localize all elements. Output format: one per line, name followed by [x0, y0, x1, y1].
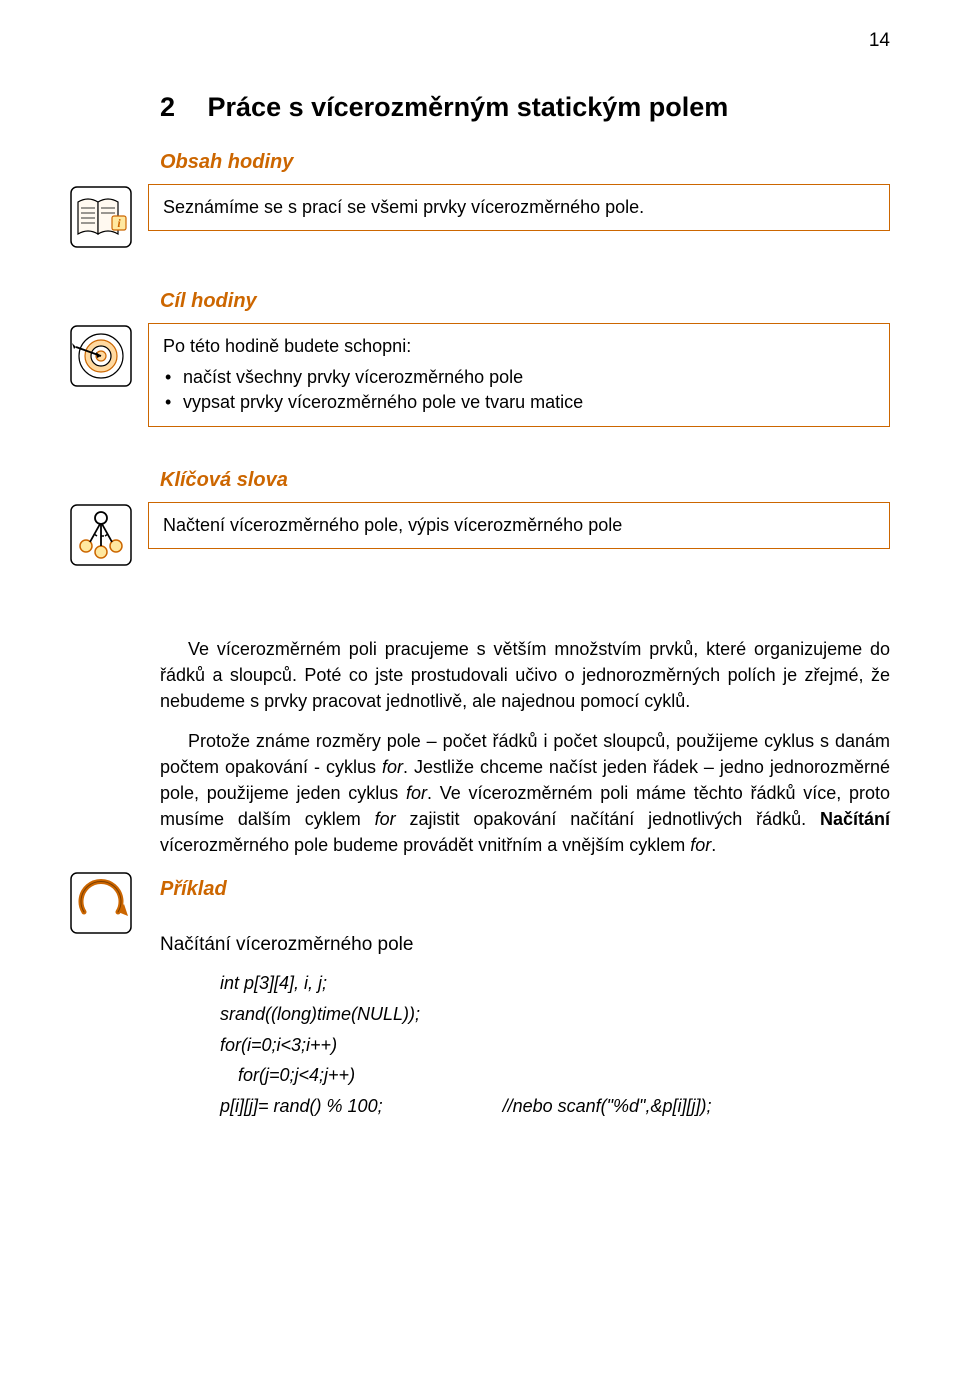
- section-label-obsah: Obsah hodiny: [70, 151, 890, 174]
- code-line: for(i=0;i<3;i++): [160, 1030, 890, 1061]
- example-section: Příklad: [70, 872, 890, 934]
- example-label: Příklad: [148, 878, 890, 901]
- p2-for3: for: [375, 809, 396, 829]
- section-obsah: i Seznámíme se s prací se všemi prvky ví…: [70, 184, 890, 248]
- target-icon: [70, 323, 148, 387]
- p2-bold: Načítání: [820, 809, 890, 829]
- chapter-title: Práce s vícerozměrným statickým polem: [208, 92, 729, 122]
- p2-d: zajistit opakování načítání jednotlivých…: [396, 809, 820, 829]
- cycle-arrow-icon: [70, 872, 148, 934]
- klicova-text: Načtení vícerozměrného pole, výpis vícer…: [163, 515, 622, 535]
- code-line: for(j=0;j<4;j++): [160, 1060, 890, 1091]
- content-box-cil: Po této hodině budete schopni: načíst vš…: [148, 323, 890, 427]
- example-title: Načítání vícerozměrného pole: [70, 934, 890, 956]
- p2-for2: for: [406, 783, 427, 803]
- code-line: srand((long)time(NULL));: [160, 999, 890, 1030]
- obsah-text: Seznámíme se s prací se všemi prvky více…: [163, 197, 644, 217]
- chapter-heading: 2 Práce s vícerozměrným statickým polem: [70, 92, 890, 123]
- content-box-obsah: Seznámíme se s prací se všemi prvky více…: [148, 184, 890, 231]
- section-label-cil: Cíl hodiny: [70, 290, 890, 313]
- list-item: vypsat prvky vícerozměrného pole ve tvar…: [183, 390, 875, 415]
- p2-for1: for: [382, 757, 403, 777]
- code-comment: //nebo scanf("%d",&p[i][j]);: [383, 1091, 890, 1122]
- p2-for4: for: [690, 835, 711, 855]
- code-line-last: p[i][j]= rand() % 100; //nebo scanf("%d"…: [160, 1091, 890, 1122]
- p2-f: .: [711, 835, 716, 855]
- code-line: int p[3][4], i, j;: [160, 968, 890, 999]
- p1-text: Ve vícerozměrném poli pracujeme s větším…: [160, 636, 890, 714]
- body-paragraph-1: Ve vícerozměrném poli pracujeme s větším…: [70, 636, 890, 714]
- p2-e: vícerozměrného pole budeme provádět vnit…: [160, 835, 690, 855]
- code-block: int p[3][4], i, j; srand((long)time(NULL…: [70, 968, 890, 1121]
- page-number: 14: [70, 30, 890, 52]
- cil-list: načíst všechny prvky vícerozměrného pole…: [163, 365, 875, 415]
- keys-icon: [70, 502, 148, 566]
- chapter-number: 2: [160, 92, 200, 123]
- list-item: načíst všechny prvky vícerozměrného pole: [183, 365, 875, 390]
- content-box-klicova: Načtení vícerozměrného pole, výpis vícer…: [148, 502, 890, 549]
- section-klicova: Načtení vícerozměrného pole, výpis vícer…: [70, 502, 890, 566]
- body-paragraph-2: Protože známe rozměry pole – počet řádků…: [70, 728, 890, 858]
- code-left: p[i][j]= rand() % 100;: [160, 1091, 383, 1122]
- book-info-icon: i: [70, 184, 148, 248]
- section-cil: Po této hodině budete schopni: načíst vš…: [70, 323, 890, 427]
- cil-intro: Po této hodině budete schopni:: [163, 334, 875, 359]
- section-label-klicova: Klíčová slova: [70, 469, 890, 492]
